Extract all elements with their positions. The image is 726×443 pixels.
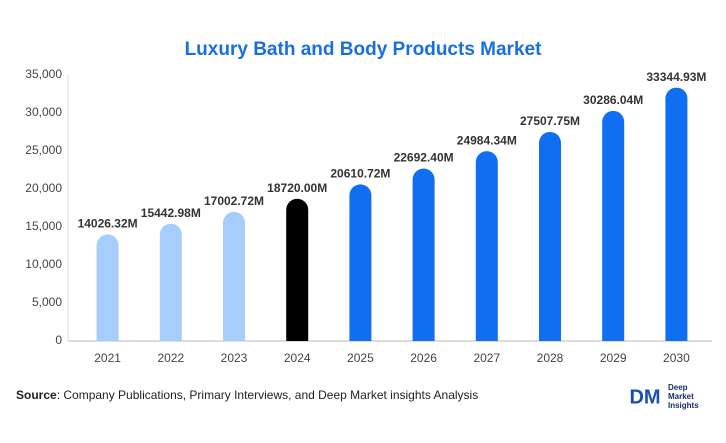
x-tick-label: 2028 bbox=[537, 351, 564, 365]
value-label: 18720.00M bbox=[267, 181, 327, 195]
value-label: 20610.72M bbox=[330, 167, 390, 181]
bar bbox=[349, 184, 372, 341]
bar bbox=[286, 198, 309, 341]
value-label: 33344.93M bbox=[646, 70, 706, 84]
source: Source: Company Publications, Primary In… bbox=[16, 388, 478, 402]
y-tick-label: 35,000 bbox=[25, 67, 62, 81]
logo-text: Deep bbox=[668, 383, 688, 392]
y-tick-label: 10,000 bbox=[25, 257, 62, 271]
bar bbox=[475, 151, 498, 341]
source-label: Source bbox=[16, 388, 57, 402]
bar bbox=[665, 87, 688, 341]
x-tick-label: 2027 bbox=[473, 351, 500, 365]
bar bbox=[602, 110, 625, 341]
value-label: 17002.72M bbox=[204, 194, 264, 208]
x-tick-label: 2029 bbox=[600, 351, 627, 365]
x-tick-label: 2025 bbox=[347, 351, 374, 365]
x-tick-label: 2022 bbox=[157, 351, 184, 365]
y-tick-label: 20,000 bbox=[25, 181, 62, 195]
value-label: 15442.98M bbox=[141, 206, 201, 220]
source-text: : Company Publications, Primary Intervie… bbox=[57, 388, 479, 402]
x-tick-label: 2023 bbox=[221, 351, 248, 365]
y-tick-label: 0 bbox=[55, 333, 62, 347]
value-label: 27507.75M bbox=[520, 114, 580, 128]
bar bbox=[223, 211, 245, 341]
bar bbox=[159, 223, 182, 341]
value-label: 24984.34M bbox=[457, 133, 517, 147]
bar bbox=[412, 168, 435, 341]
value-label: 30286.04M bbox=[583, 93, 643, 107]
x-tick-label: 2026 bbox=[410, 351, 437, 365]
y-tick-label: 5,000 bbox=[32, 295, 62, 309]
value-label: 22692.40M bbox=[394, 151, 454, 165]
logo-text: Insights bbox=[668, 401, 699, 410]
logo-text: Market bbox=[668, 392, 694, 401]
bar bbox=[539, 131, 561, 341]
logo-mark: DM bbox=[629, 386, 660, 408]
y-tick-label: 25,000 bbox=[25, 143, 62, 157]
y-tick-label: 30,000 bbox=[25, 105, 62, 119]
x-tick-label: 2021 bbox=[94, 351, 121, 365]
y-tick-label: 15,000 bbox=[25, 219, 62, 233]
x-tick-label: 2024 bbox=[284, 351, 311, 365]
chart-title: Luxury Bath and Body Products Market bbox=[185, 39, 543, 60]
bar bbox=[96, 234, 119, 341]
x-tick-label: 2030 bbox=[663, 351, 690, 365]
value-label: 14026.32M bbox=[78, 217, 138, 231]
